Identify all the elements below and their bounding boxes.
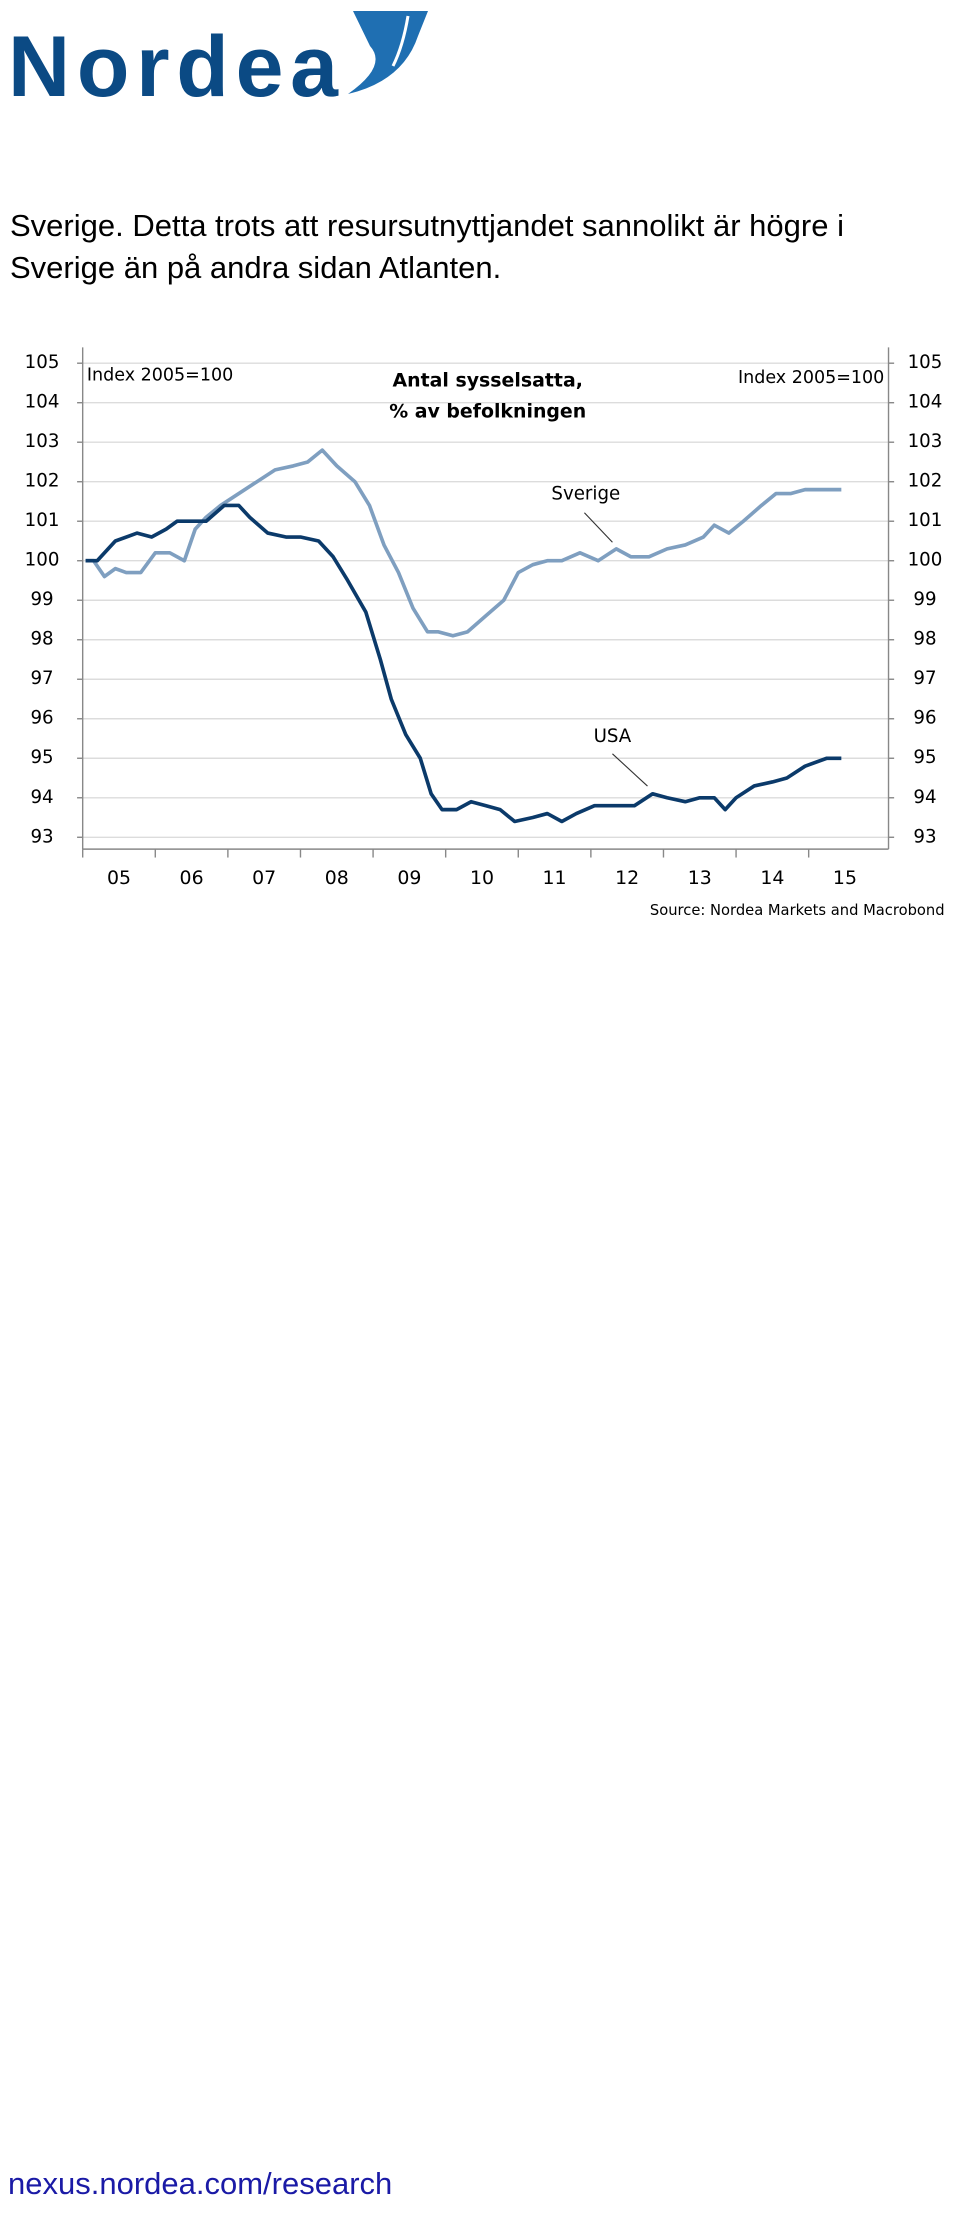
x-tick-label: 15 — [833, 867, 857, 889]
chart-title: Antal sysselsatta, — [393, 370, 583, 392]
annotation: Sverige — [551, 484, 620, 505]
y-tick-label: 95 — [30, 747, 53, 768]
y-tick-label: 98 — [30, 629, 53, 650]
logo-sail-line — [391, 15, 410, 67]
source: Source: Nordea Markets and Macrobond — [650, 902, 945, 919]
footer-link[interactable]: nexus.nordea.com/research — [8, 2166, 393, 2201]
y2-tick-label: 105 — [908, 352, 943, 373]
y-tick-label: 105 — [25, 352, 60, 373]
y2-tick-label: 93 — [913, 826, 936, 847]
x-tick-label: 05 — [107, 867, 131, 889]
y-tick-label: 96 — [30, 708, 53, 729]
x-tick-label: 14 — [760, 867, 784, 889]
paragraph: Sverige. Detta trots att resursutnyttjan… — [10, 205, 844, 289]
y-tick-label: 101 — [25, 510, 60, 531]
y-tick-label: 99 — [30, 589, 53, 610]
y2-tick-label: 99 — [913, 589, 936, 610]
leader-line — [612, 753, 648, 787]
chart-subtitle: % av befolkningen — [389, 400, 586, 422]
y2-tick-label: 104 — [908, 392, 943, 413]
x-tick-label: 06 — [180, 867, 204, 889]
y2-tick-label: 101 — [908, 510, 943, 531]
x-tick-label: 11 — [543, 867, 567, 889]
y2-tick-label: 103 — [908, 431, 943, 452]
annotation: USA — [594, 726, 632, 747]
y2-tick-label: 95 — [913, 747, 936, 768]
y2-tick-label: 97 — [913, 668, 936, 689]
logo-text: Nordea — [8, 19, 339, 106]
y-tick-label: 100 — [25, 550, 60, 571]
y-axis-label: Index 2005=100 — [87, 365, 233, 385]
y2-tick-label: 94 — [913, 787, 936, 808]
y-tick-label: 97 — [30, 668, 53, 689]
x-tick-label: 08 — [325, 867, 349, 889]
text-line: Sverige. Detta trots att resursutnyttjan… — [10, 208, 844, 243]
x-tick-label: 13 — [688, 867, 712, 889]
data-line — [85, 448, 842, 638]
logo: Nordea — [8, 11, 428, 106]
y2-tick-label: 98 — [913, 629, 936, 650]
y2-tick-label: 102 — [908, 471, 943, 492]
x-tick-label: 12 — [615, 867, 639, 889]
leader-line — [584, 512, 613, 543]
y2-axis-label: Index 2005=100 — [738, 368, 884, 388]
chart: 15 14 13 12 11 10 09 08 07 06 05 105 104 103 102 101 100… — [25, 347, 945, 919]
logo-sail — [348, 11, 428, 94]
y-tick-label: 104 — [25, 392, 60, 413]
text-line: Sverige än på andra sidan Atlanten. — [10, 250, 502, 285]
y-tick-label: 94 — [30, 787, 53, 808]
data-line — [85, 503, 842, 824]
y2-tick-label: 100 — [908, 550, 943, 571]
x-tick-label: 07 — [252, 867, 276, 889]
y-tick-label: 103 — [25, 431, 60, 452]
x-tick-label: 09 — [397, 867, 421, 889]
y-tick-label: 93 — [30, 826, 53, 847]
y-tick-label: 102 — [25, 471, 60, 492]
y2-tick-label: 96 — [913, 708, 936, 729]
x-tick-label: 10 — [470, 867, 494, 889]
